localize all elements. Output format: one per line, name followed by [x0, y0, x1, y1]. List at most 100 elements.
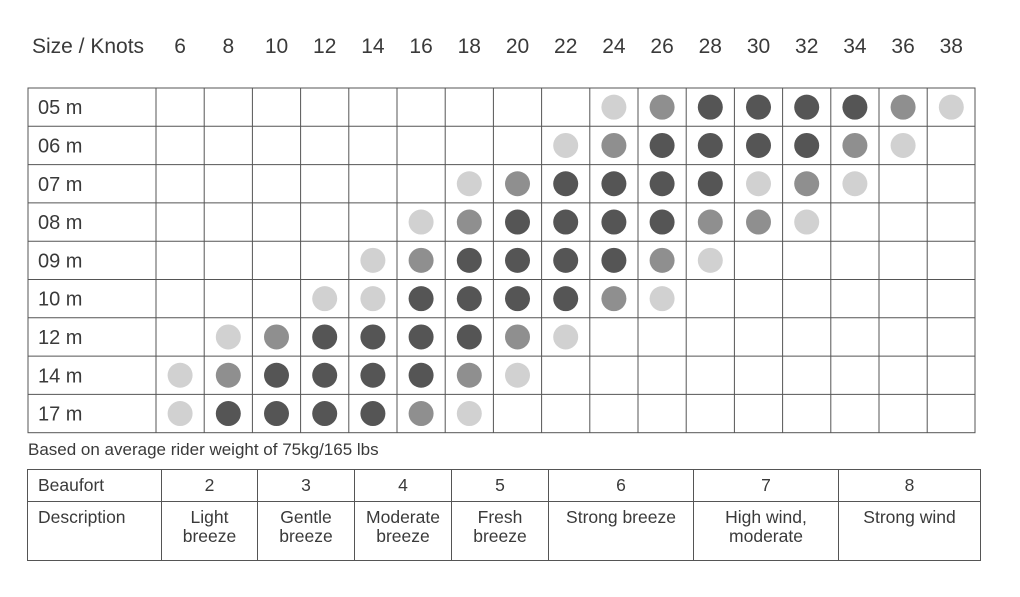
desc-line: Moderate — [366, 507, 440, 527]
knots-tick-label: 18 — [458, 35, 481, 58]
beaufort-desc: Light breeze — [161, 501, 258, 561]
rating-dot — [697, 132, 723, 158]
rating-dot — [794, 171, 820, 197]
beaufort-number-row: Beaufort 2 3 4 5 6 7 8 — [27, 469, 981, 502]
rating-dot — [264, 362, 289, 388]
rating-dot — [938, 94, 964, 120]
knots-tick-label: 16 — [409, 35, 432, 58]
knots-tick-label: 28 — [699, 35, 722, 58]
size-label: 06 m — [38, 135, 82, 157]
rating-dot — [697, 171, 723, 197]
rating-dot — [601, 286, 627, 312]
rating-dot — [167, 401, 193, 427]
rating-dot — [601, 209, 627, 235]
rating-dot — [553, 286, 579, 312]
rating-dot — [553, 324, 579, 350]
rating-dot — [697, 247, 723, 273]
rating-dot — [408, 247, 434, 273]
knots-tick-label: 30 — [747, 35, 770, 58]
size-label: 10 m — [38, 289, 82, 311]
size-label: 17 m — [38, 404, 82, 426]
rating-dot — [167, 362, 193, 388]
rating-dot — [601, 247, 627, 273]
beaufort-desc: Moderate breeze — [354, 501, 452, 561]
rating-dot — [312, 401, 338, 427]
rating-dot — [360, 362, 386, 388]
beaufort-description-row: Description Light breeze Gentle breeze Mod… — [27, 501, 981, 561]
rating-dot — [264, 324, 289, 350]
knots-tick-label: 6 — [174, 35, 186, 58]
chart-grid — [27, 87, 976, 434]
rating-dot — [360, 247, 386, 273]
knots-tick-label: 8 — [222, 35, 234, 58]
knots-tick-label: 32 — [795, 35, 818, 58]
rating-dot — [601, 171, 627, 197]
rating-dot — [649, 171, 675, 197]
rating-dot — [746, 94, 771, 120]
rating-dot — [746, 132, 771, 158]
rating-dot — [746, 209, 771, 235]
desc-line: breeze — [279, 526, 333, 546]
size-label: 07 m — [38, 174, 82, 196]
beaufort-num: 4 — [354, 469, 452, 502]
grid-border — [27, 87, 976, 434]
rating-dot — [312, 286, 338, 312]
beaufort-desc: High wind, moderate — [693, 501, 839, 561]
knots-tick-label: 36 — [891, 35, 914, 58]
rating-dot — [505, 286, 530, 312]
rating-dot — [456, 209, 482, 235]
rating-dot — [505, 209, 530, 235]
description-label: Description — [27, 501, 162, 561]
rating-dot — [360, 324, 386, 350]
knots-tick-label: 14 — [361, 35, 385, 58]
rating-dot — [408, 209, 434, 235]
rating-dot — [649, 94, 675, 120]
rating-dot — [649, 286, 675, 312]
desc-line: breeze — [376, 526, 430, 546]
beaufort-num: 8 — [838, 469, 981, 502]
rating-dot — [553, 132, 579, 158]
rating-dots — [167, 94, 964, 427]
rating-dot — [842, 132, 868, 158]
beaufort-desc: Fresh breeze — [451, 501, 549, 561]
rating-dot — [456, 286, 482, 312]
rating-dot — [890, 94, 916, 120]
desc-line: Gentle — [280, 507, 332, 527]
rating-dot — [456, 324, 482, 350]
rating-dot — [264, 401, 289, 427]
rating-dot — [553, 247, 579, 273]
rating-dot — [601, 132, 627, 158]
size-label: 12 m — [38, 327, 82, 349]
rating-dot — [215, 401, 241, 427]
knots-tick-label: 34 — [843, 35, 867, 58]
size-labels: 05 m 06 m 07 m 08 m 09 m 10 m 12 m 14 m 17 m — [38, 97, 82, 425]
knots-tick-label: 10 — [265, 35, 288, 58]
rating-dot — [505, 247, 530, 273]
desc-line: Strong breeze — [566, 507, 676, 527]
rating-dot — [649, 132, 675, 158]
rating-dot — [408, 324, 434, 350]
rating-dot — [505, 362, 530, 388]
rating-dot — [215, 362, 241, 388]
knots-tick-label: 24 — [602, 35, 626, 58]
rating-dot — [842, 94, 868, 120]
beaufort-num: 2 — [161, 469, 258, 502]
rating-dot — [649, 247, 675, 273]
desc-line: breeze — [473, 526, 527, 546]
rating-dot — [456, 401, 482, 427]
rating-dot — [456, 362, 482, 388]
knots-tick-label: 26 — [650, 35, 673, 58]
beaufort-num: 7 — [693, 469, 839, 502]
size-label: 14 m — [38, 365, 82, 387]
rating-dot — [890, 132, 916, 158]
rating-dot — [553, 209, 579, 235]
knots-tick-label: 20 — [506, 35, 529, 58]
rating-dot — [553, 171, 579, 197]
beaufort-num: 3 — [257, 469, 355, 502]
rating-dot — [360, 401, 386, 427]
knots-tick-label: 38 — [940, 35, 963, 58]
beaufort-num: 6 — [548, 469, 694, 502]
rating-dot — [794, 132, 820, 158]
rating-dot — [794, 209, 820, 235]
rating-dot — [601, 94, 627, 120]
